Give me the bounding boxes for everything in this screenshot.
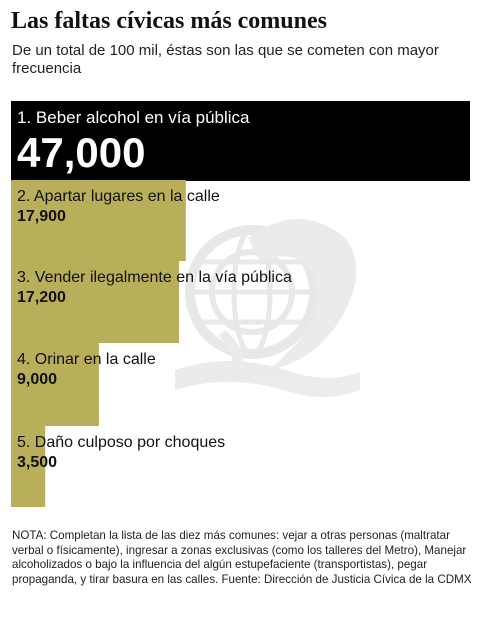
category-label-5: 5. Daño culposo por choques [17, 434, 225, 451]
bar-5 [11, 426, 46, 507]
value-label-4: 9,000 [17, 371, 57, 388]
footnote: NOTA: Completan la lista de las diez más… [12, 529, 472, 586]
value-label-1: 47,000 [17, 129, 145, 176]
bar-3 [11, 261, 179, 343]
category-label-2: 2. Apartar lugares en la calle [17, 188, 220, 205]
bar-chart: 1. Beber alcohol en vía pública 47,000 2. … [11, 101, 470, 507]
bar-4 [11, 343, 99, 426]
bars-group: 1. Beber alcohol en vía pública 47,000 2. … [11, 101, 470, 507]
value-label-2: 17,900 [17, 208, 66, 225]
category-label-1: 1. Beber alcohol en vía pública [17, 108, 250, 127]
chart-subtitle: De un total de 100 mil, éstas son las qu… [12, 42, 439, 77]
category-label-4: 4. Orinar en la calle [17, 351, 156, 368]
bar-1 [11, 101, 470, 181]
bar-2 [11, 180, 186, 261]
chart-title: Las faltas cívicas más comunes [11, 8, 327, 34]
value-label-5: 3,500 [17, 454, 57, 471]
category-label-3: 3. Vender ilegalmente en la vía pública [17, 269, 292, 286]
eagle-seal-icon [175, 219, 360, 397]
value-label-3: 17,200 [17, 289, 66, 306]
